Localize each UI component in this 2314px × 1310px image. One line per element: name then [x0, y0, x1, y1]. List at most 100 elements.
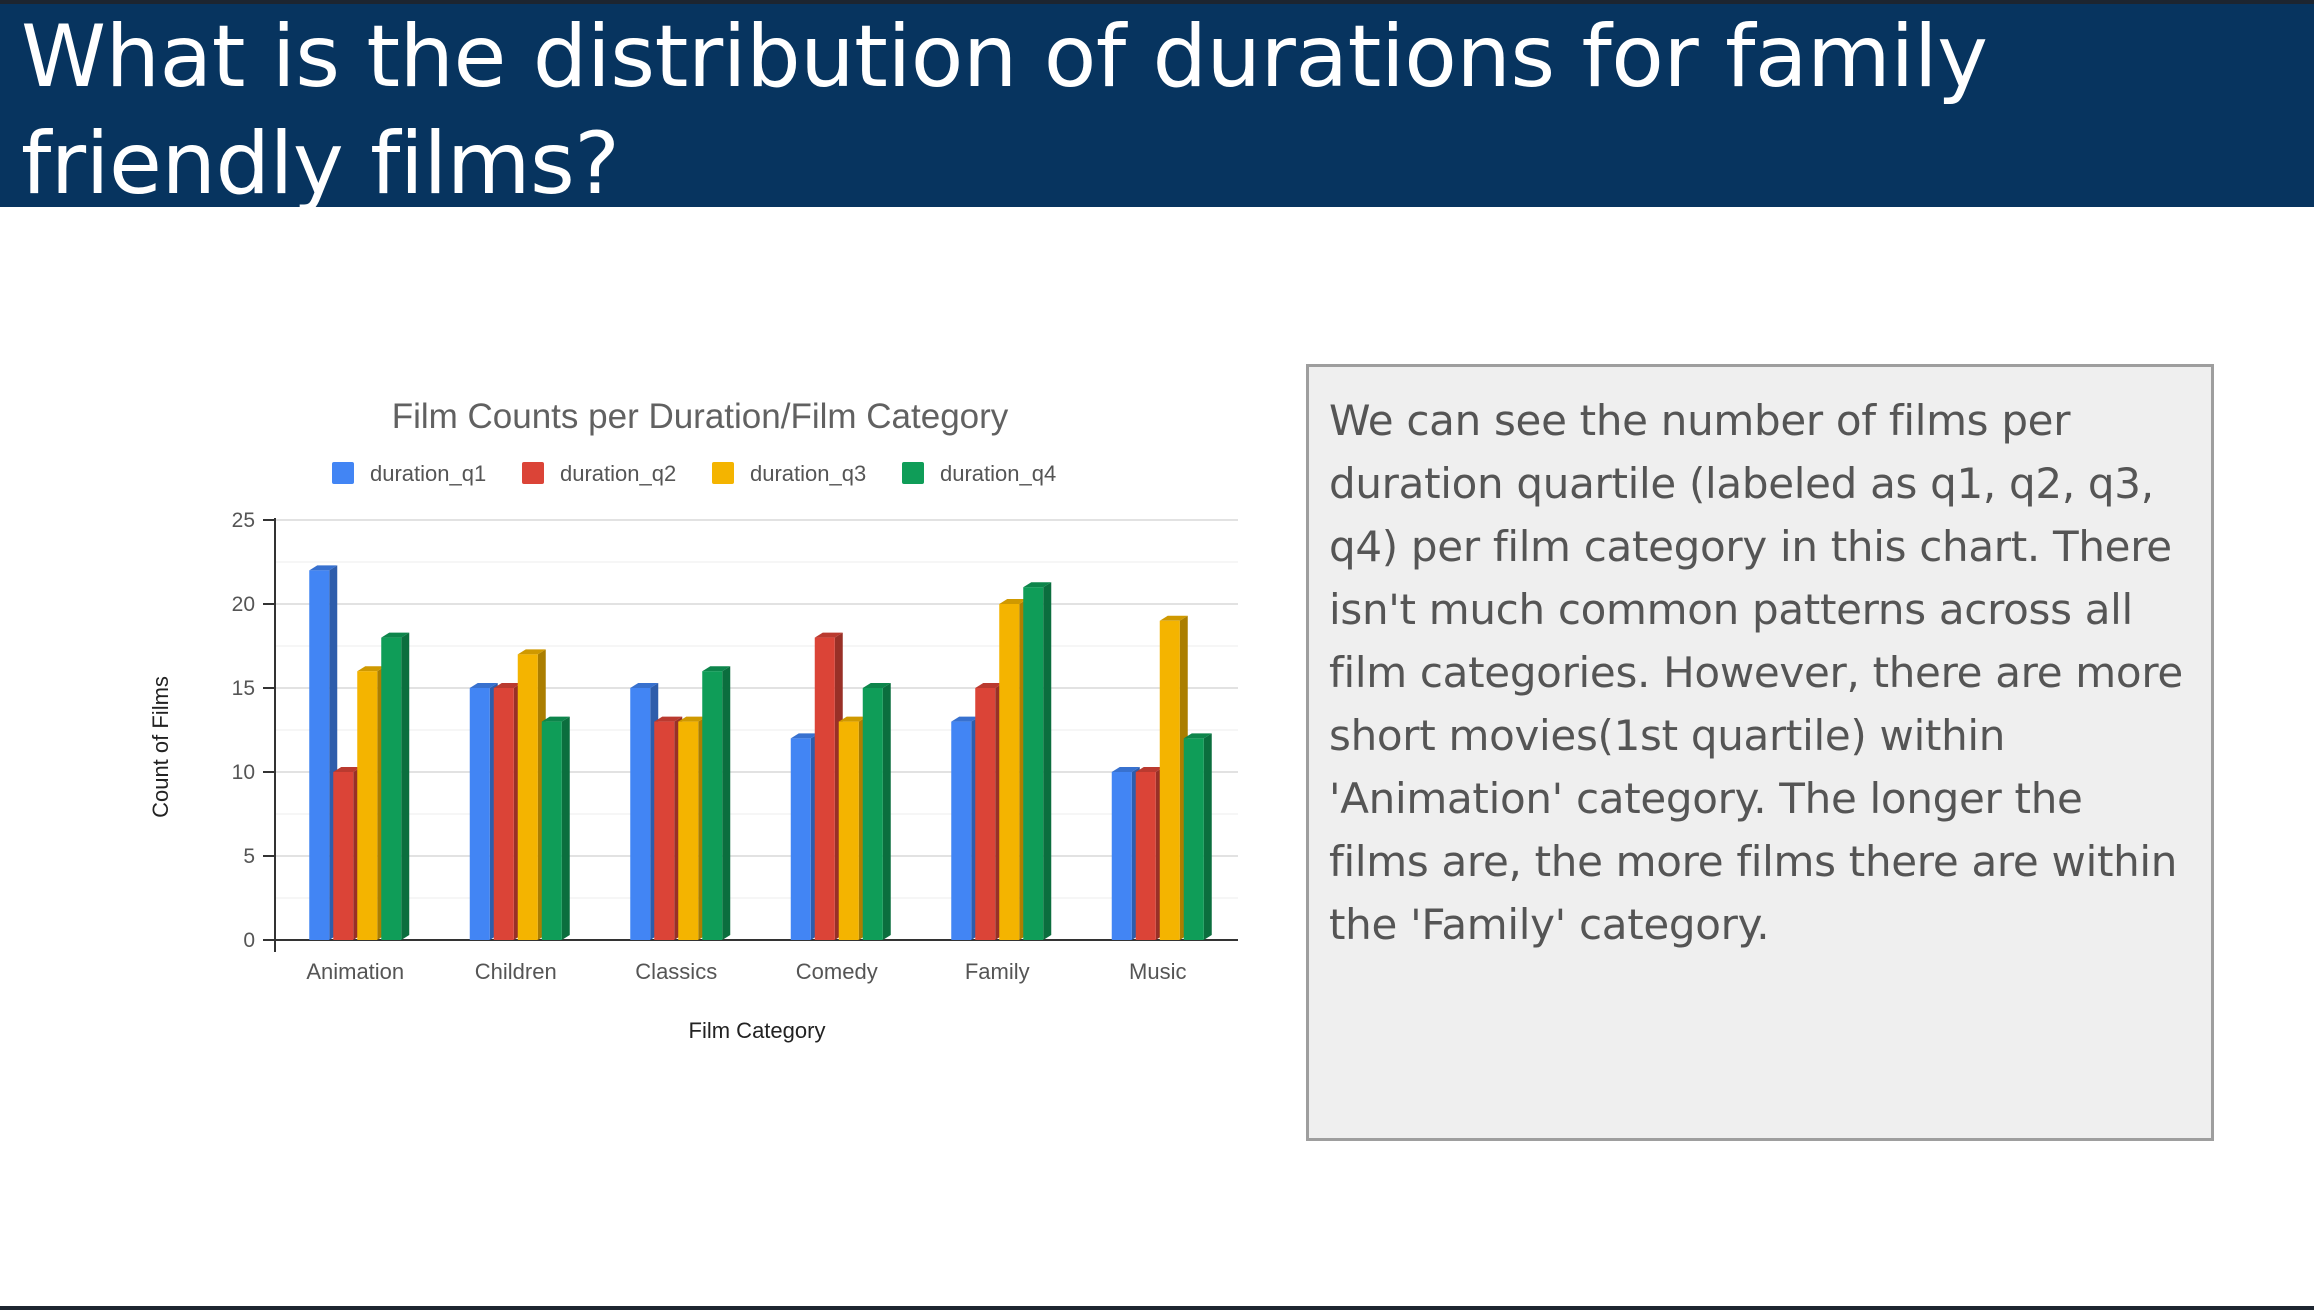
x-category-label: Comedy	[796, 959, 878, 984]
bar-front	[975, 688, 996, 940]
bar-front	[469, 688, 490, 940]
bottom-border-line	[0, 1306, 2314, 1310]
legend-swatch	[712, 462, 734, 484]
bar-front	[654, 721, 675, 940]
bar-top	[1183, 733, 1212, 739]
bar-music-duration_q1	[1111, 767, 1140, 940]
legend-label: duration_q2	[560, 461, 676, 486]
bar-top	[333, 767, 362, 772]
bar-front	[790, 738, 811, 940]
slide-title: What is the distribution of durations fo…	[21, 7, 1988, 214]
bar-top	[630, 683, 659, 688]
bar-family-duration_q4	[1023, 582, 1052, 940]
bar-side	[401, 632, 410, 940]
bar-classics-duration_q4	[702, 666, 731, 940]
bar-top	[1111, 767, 1140, 772]
chart-category-labels: Animation Children Classics Comedy Family Mus…	[306, 959, 1186, 984]
legend-swatch	[332, 462, 354, 484]
bar-front	[1183, 738, 1204, 940]
bar-top	[309, 565, 338, 571]
chart-container: Film Counts per Duration/Film Category d…	[140, 380, 1260, 1060]
legend-item-duration_q3: duration_q3	[712, 461, 866, 486]
bar-top	[790, 733, 819, 739]
bar-top	[1159, 615, 1188, 621]
bar-top	[357, 666, 386, 672]
chart-ticks: 0 5 10 15 20 25	[232, 509, 275, 952]
bar-front	[630, 688, 651, 940]
bar-top	[493, 683, 522, 688]
legend-item-duration_q1: duration_q1	[332, 461, 486, 486]
bar-front	[862, 688, 883, 940]
bar-top	[862, 683, 891, 688]
bar-front	[678, 721, 699, 940]
legend-swatch	[902, 462, 924, 484]
bar-top	[1135, 767, 1164, 772]
bar-animation-duration_q2	[333, 767, 362, 940]
x-axis-label: Film Category	[689, 1018, 826, 1043]
bar-front	[951, 721, 972, 940]
bar-front	[1111, 772, 1132, 940]
bar-top	[838, 716, 867, 722]
bar-front	[838, 721, 859, 940]
y-tick-label: 20	[232, 593, 255, 616]
bar-music-duration_q4	[1183, 733, 1212, 940]
bar-family-duration_q3	[999, 599, 1028, 940]
x-category-label: Family	[965, 959, 1030, 984]
slide-header: What is the distribution of durations fo…	[0, 4, 2314, 214]
bar-front	[381, 637, 402, 940]
bar-animation-duration_q1	[309, 565, 338, 940]
bar-family-duration_q1	[951, 716, 980, 940]
x-category-label: Animation	[306, 959, 404, 984]
bar-side	[722, 666, 731, 940]
notes-text: We can see the number of films per durat…	[1329, 396, 2183, 949]
bar-side	[1203, 733, 1212, 940]
bar-top	[975, 683, 1004, 688]
bar-top	[1023, 582, 1052, 588]
bar-animation-duration_q3	[357, 666, 386, 940]
bar-front	[1159, 620, 1180, 940]
bar-front	[493, 688, 514, 940]
bar-top	[381, 632, 410, 638]
chart-title: Film Counts per Duration/Film Category	[392, 397, 1009, 436]
legend-item-duration_q2: duration_q2	[522, 461, 676, 486]
legend-swatch	[522, 462, 544, 484]
bar-family-duration_q2	[975, 683, 1004, 940]
bar-front	[541, 721, 562, 940]
bar-front	[814, 637, 835, 940]
bar-classics-duration_q2	[654, 716, 683, 940]
y-tick-label: 25	[232, 509, 255, 532]
bar-music-duration_q2	[1135, 767, 1164, 940]
y-tick-label: 5	[243, 845, 255, 868]
legend-item-duration_q4: duration_q4	[902, 461, 1056, 486]
chart-axes	[263, 518, 1238, 952]
bar-front	[517, 654, 538, 940]
legend-label: duration_q1	[370, 461, 486, 486]
bar-front	[702, 671, 723, 940]
top-border-line	[0, 0, 2314, 4]
bar-children-duration_q3	[517, 649, 546, 940]
bar-top	[678, 716, 707, 722]
bar-front	[309, 570, 330, 940]
bar-comedy-duration_q3	[838, 716, 867, 940]
chart-gridlines	[275, 519, 1238, 941]
chart-legend: duration_q1 duration_q2 duration_q3 duratio…	[332, 461, 1056, 486]
chart-bars	[309, 565, 1212, 940]
bar-comedy-duration_q4	[862, 683, 891, 940]
bar-side	[1043, 582, 1052, 940]
bar-top	[517, 649, 546, 655]
y-tick-label: 0	[243, 929, 255, 952]
bar-top	[541, 716, 570, 722]
bar-front	[1023, 587, 1044, 940]
bar-top	[469, 683, 498, 688]
bar-classics-duration_q1	[630, 683, 659, 940]
bar-children-duration_q4	[541, 716, 570, 940]
legend-label: duration_q3	[750, 461, 866, 486]
y-tick-label: 10	[232, 761, 255, 784]
bar-comedy-duration_q1	[790, 733, 819, 940]
legend-label: duration_q4	[940, 461, 1056, 486]
bar-side	[561, 716, 570, 940]
y-tick-label: 15	[232, 677, 255, 700]
bar-front	[1135, 772, 1156, 940]
bar-front	[999, 604, 1020, 940]
bar-classics-duration_q3	[678, 716, 707, 940]
